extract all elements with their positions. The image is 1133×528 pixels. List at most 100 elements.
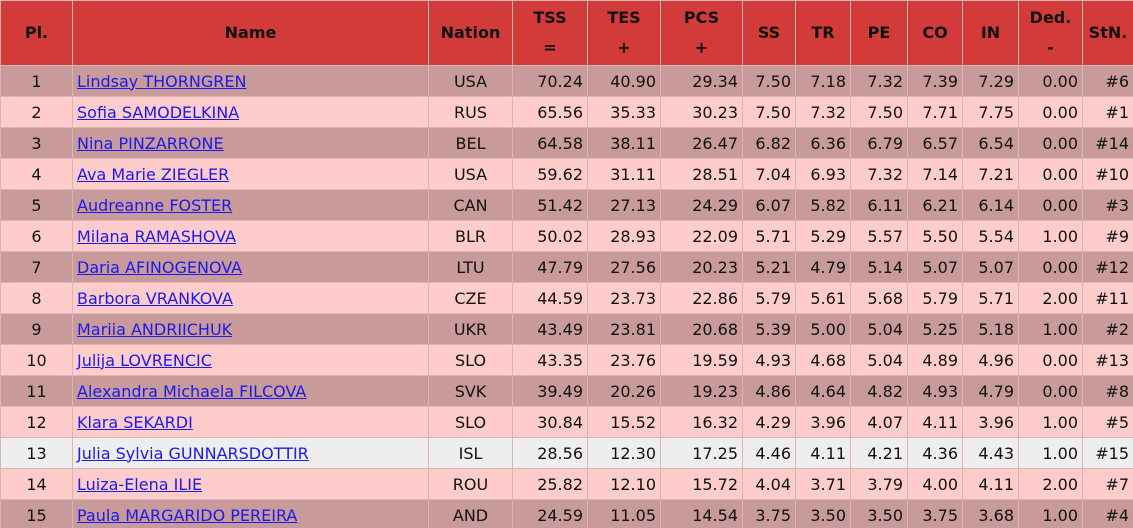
cell: 0.00 [1018,344,1083,376]
cell: 17.25 [660,437,743,469]
cell: CAN [428,189,513,221]
skater-link[interactable]: Luiza-Elena ILIE [77,474,203,494]
cell: 51.42 [512,189,588,221]
cell: 5.07 [962,251,1019,283]
skater-link[interactable]: Barbora VRANKOVA [77,288,233,308]
skater-link[interactable]: Klara SEKARDI [77,412,193,432]
cell: BEL [428,127,513,159]
cell: 5.79 [742,282,796,314]
cell: 7.50 [850,96,908,128]
column-label: Ded. [1029,8,1072,27]
cell: #15 [1082,437,1133,469]
skater-link[interactable]: Daria AFINOGENOVA [77,257,243,277]
cell: Barbora VRANKOVA [72,282,429,314]
cell: 12.10 [587,468,661,500]
result-row: 9 Mariia ANDRIICHUK UKR 43.49 23.81 20.68 5.39… [0,313,1133,345]
cell: 0.00 [1018,189,1083,221]
column-label: PCS [683,8,720,27]
cell: 5.25 [907,313,963,345]
cell: #9 [1082,220,1133,252]
skater-link[interactable]: Alexandra Michaela FILCOVA [77,381,307,401]
cell: Alexandra Michaela FILCOVA [72,375,429,407]
cell: 5.18 [962,313,1019,345]
column-header: Nation [428,0,513,66]
cell: 3 [0,127,73,159]
cell: 6.79 [850,127,908,159]
cell: #13 [1082,344,1133,376]
result-row: 12 Klara SEKARDI SLO 30.84 15.52 16.32 4.29 3.9… [0,406,1133,438]
cell: 19.23 [660,375,743,407]
cell: 16.32 [660,406,743,438]
cell: 7.18 [795,65,851,97]
cell: 4.46 [742,437,796,469]
cell: #14 [1082,127,1133,159]
skater-link[interactable]: Audreanne FOSTER [77,195,233,215]
cell: 7.32 [795,96,851,128]
cell: 5.54 [962,220,1019,252]
cell: #6 [1082,65,1133,97]
cell: 5.57 [850,220,908,252]
cell: 5.21 [742,251,796,283]
cell: 3.79 [850,468,908,500]
cell: 0.00 [1018,127,1083,159]
cell: 13 [0,437,73,469]
result-row: 7 Daria AFINOGENOVA LTU 47.79 27.56 20.23 5.21… [0,251,1133,283]
cell: 3.75 [742,499,796,528]
cell: 10 [0,344,73,376]
cell: 65.56 [512,96,588,128]
column-header: PE [850,0,908,66]
skater-link[interactable]: Nina PINZARRONE [77,133,224,153]
cell: 0.00 [1018,65,1083,97]
cell: 3.68 [962,499,1019,528]
cell: ROU [428,468,513,500]
skater-link[interactable]: Lindsay THORNGREN [77,71,247,91]
cell: Julia Sylvia GUNNARSDOTTIR [72,437,429,469]
cell: 6.82 [742,127,796,159]
cell: 6.14 [962,189,1019,221]
cell: #5 [1082,406,1133,438]
cell: 20.68 [660,313,743,345]
cell: Ava Marie ZIEGLER [72,158,429,190]
skater-link[interactable]: Milana RAMASHOVA [77,226,237,246]
cell: #12 [1082,251,1133,283]
cell: 5.14 [850,251,908,283]
cell: 38.11 [587,127,661,159]
cell: #10 [1082,158,1133,190]
cell: 15.72 [660,468,743,500]
cell: 2.00 [1018,468,1083,500]
cell: 14 [0,468,73,500]
column-header: TSS = [512,0,588,66]
cell: 43.35 [512,344,588,376]
cell: 4.11 [795,437,851,469]
cell: 31.11 [587,158,661,190]
skater-link[interactable]: Paula MARGARIDO PEREIRA [77,505,298,525]
skater-link[interactable]: Julia Sylvia GUNNARSDOTTIR [77,443,309,463]
skater-link[interactable]: Julija LOVRENCIC [77,350,212,370]
skater-link[interactable]: Ava Marie ZIEGLER [77,164,230,184]
column-header: CO [907,0,963,66]
skater-link[interactable]: Sofia SAMODELKINA [77,102,240,122]
cell: 4.11 [962,468,1019,500]
cell: 4.89 [907,344,963,376]
column-label: StN. [1088,23,1128,42]
cell: 4.00 [907,468,963,500]
cell: 44.59 [512,282,588,314]
column-header: Pl. [0,0,73,66]
column-sub: + [694,38,709,57]
skater-link[interactable]: Mariia ANDRIICHUK [77,319,233,339]
cell: 0.00 [1018,251,1083,283]
cell: 4.79 [962,375,1019,407]
cell: 23.76 [587,344,661,376]
cell: 6.11 [850,189,908,221]
cell: 27.56 [587,251,661,283]
cell: 11.05 [587,499,661,528]
cell: Paula MARGARIDO PEREIRA [72,499,429,528]
cell: 15.52 [587,406,661,438]
cell: 7.75 [962,96,1019,128]
result-row: 3 Nina PINZARRONE BEL 64.58 38.11 26.47 6.82 6.… [0,127,1133,159]
cell: 3.50 [850,499,908,528]
column-label: Nation [440,23,501,42]
cell: 7.32 [850,158,908,190]
cell: 4.04 [742,468,796,500]
